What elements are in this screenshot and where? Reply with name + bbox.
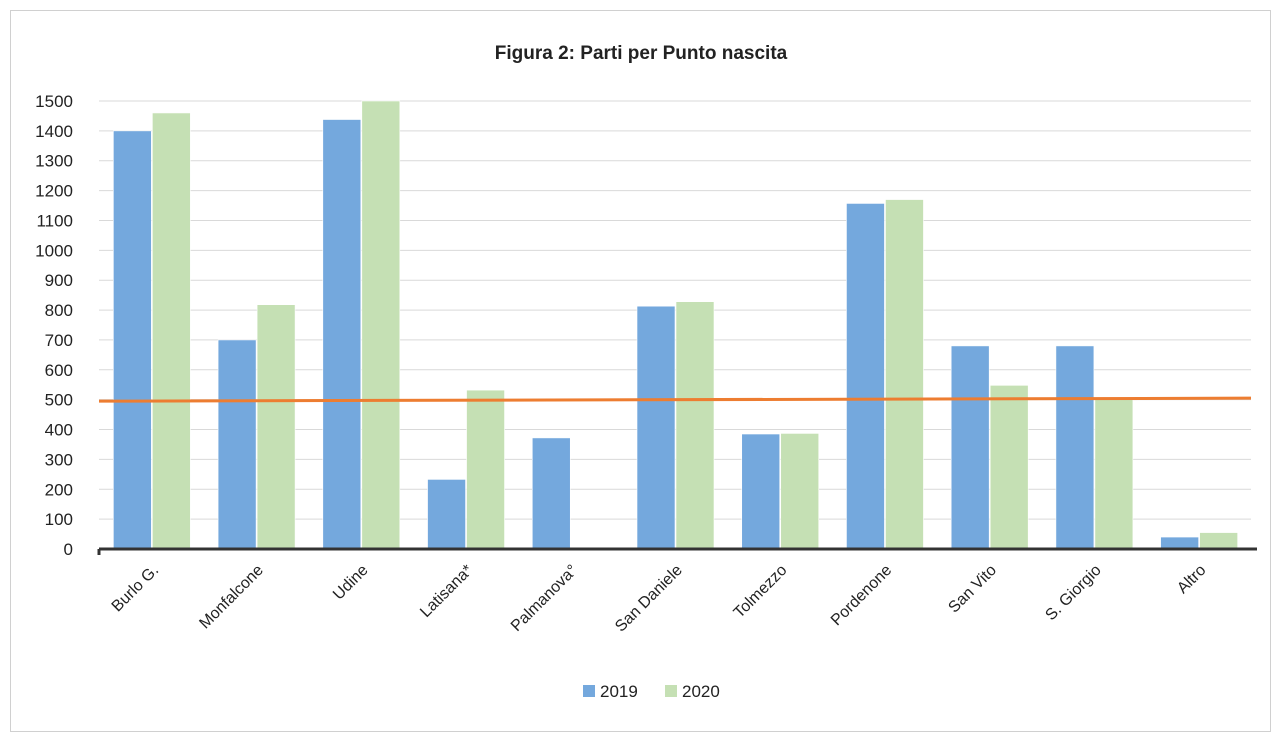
y-tick-label: 700 <box>45 331 73 350</box>
y-tick-label: 900 <box>45 271 73 290</box>
bar-chart: Figura 2: Parti per Punto nascita 0 100 20… <box>35 43 1257 701</box>
bar-2019-3 <box>427 479 466 550</box>
y-tick-label: 300 <box>45 450 73 469</box>
x-axis-labels: Burlo G. Monfalcone Udine Latisana* Palmanov… <box>109 562 1210 636</box>
bar-2019-5 <box>636 305 676 550</box>
bar-2019-8 <box>950 345 990 550</box>
x-tick-label: Altro <box>1174 562 1209 597</box>
legend-label: 2020 <box>682 682 720 701</box>
bar-2020-1 <box>256 304 296 550</box>
bar-2020-7 <box>885 199 924 550</box>
bar-2020-6 <box>780 433 820 550</box>
y-tick-label: 500 <box>45 391 73 410</box>
y-tick-label: 200 <box>45 480 73 499</box>
y-tick-label: 600 <box>45 361 73 380</box>
chart-frame: Figura 2: Parti per Punto nascita 0 100 20… <box>10 10 1271 732</box>
bar-2020-8 <box>989 385 1029 550</box>
legend: 2019 2020 <box>583 682 720 701</box>
x-tick-label: Monfalcone <box>196 562 267 633</box>
bar-2020-5 <box>675 301 715 550</box>
bar-2020-10 <box>1199 532 1238 550</box>
y-tick-label: 1300 <box>35 152 73 171</box>
x-tick-label: Palmanova° <box>508 562 581 635</box>
chart-title: Figura 2: Parti per Punto nascita <box>495 43 788 64</box>
reference-line <box>98 396 1252 403</box>
y-axis-ticks: 0 100 200 300 400 500 600 700 800 900 1000 1100 1200… <box>35 92 73 559</box>
bar-2019-2 <box>322 119 362 550</box>
y-tick-label: 800 <box>45 301 73 320</box>
y-tick-label: 1100 <box>36 211 73 230</box>
bar-2019-7 <box>846 203 885 550</box>
bar-2020-0 <box>152 112 191 550</box>
bar-2019-10 <box>1160 536 1199 550</box>
legend-label: 2019 <box>600 682 638 701</box>
x-tick-label: Burlo G. <box>109 562 163 616</box>
y-tick-label: 0 <box>64 540 73 559</box>
bar-2019-1 <box>217 339 257 550</box>
bar-2020-9 <box>1094 399 1134 550</box>
x-axis <box>97 547 1257 555</box>
y-tick-label: 1500 <box>35 92 73 111</box>
x-tick-label: Tolmezzo <box>731 562 791 622</box>
bar-2019-0 <box>113 130 152 550</box>
x-tick-label: S. Giorgio <box>1042 562 1104 624</box>
bar-2019-4 <box>531 437 571 550</box>
x-tick-label: San Vito <box>945 562 1000 617</box>
legend-swatch-2020 <box>665 685 677 697</box>
y-tick-label: 1200 <box>35 182 73 201</box>
bars <box>113 100 1238 550</box>
x-tick-label: Pordenone <box>828 562 895 629</box>
x-tick-label: San Daniele <box>612 562 686 636</box>
x-tick-label: Udine <box>330 562 372 604</box>
bar-2020-3 <box>466 389 505 550</box>
bar-2019-9 <box>1055 345 1095 550</box>
y-tick-label: 1000 <box>35 241 73 260</box>
x-tick-label: Latisana* <box>417 562 476 621</box>
bar-2020-2 <box>361 100 401 550</box>
reference-line-group <box>98 396 1252 403</box>
legend-swatch-2019 <box>583 685 595 697</box>
y-tick-label: 400 <box>45 421 73 440</box>
bar-2019-6 <box>741 433 781 550</box>
y-tick-label: 100 <box>45 510 73 529</box>
y-tick-label: 1400 <box>35 122 73 141</box>
